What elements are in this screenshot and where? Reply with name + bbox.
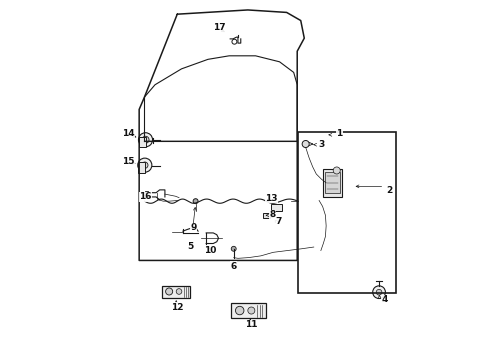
Circle shape bbox=[232, 39, 237, 44]
Text: 4: 4 bbox=[381, 296, 388, 305]
Bar bbox=[271, 204, 282, 211]
Bar bbox=[263, 213, 270, 218]
Text: 14: 14 bbox=[122, 129, 134, 138]
Text: 1: 1 bbox=[337, 129, 343, 138]
Bar bbox=[145, 190, 148, 198]
Circle shape bbox=[139, 133, 152, 147]
Text: 11: 11 bbox=[245, 320, 258, 329]
Text: 8: 8 bbox=[270, 210, 276, 219]
Text: 10: 10 bbox=[203, 246, 216, 255]
Text: 17: 17 bbox=[213, 23, 226, 32]
Bar bbox=[139, 162, 145, 173]
Circle shape bbox=[231, 246, 236, 251]
Circle shape bbox=[248, 307, 255, 314]
Circle shape bbox=[142, 136, 149, 143]
Circle shape bbox=[302, 140, 309, 148]
Text: 15: 15 bbox=[122, 157, 134, 166]
Circle shape bbox=[193, 199, 198, 204]
Text: 7: 7 bbox=[275, 217, 282, 226]
Circle shape bbox=[176, 289, 182, 294]
Circle shape bbox=[270, 213, 274, 217]
Bar bbox=[325, 172, 340, 193]
Text: 9: 9 bbox=[191, 223, 197, 232]
Bar bbox=[322, 169, 342, 197]
Circle shape bbox=[142, 162, 148, 168]
Text: 3: 3 bbox=[319, 140, 325, 149]
Text: 16: 16 bbox=[139, 193, 152, 202]
Text: 13: 13 bbox=[265, 194, 278, 203]
Bar bbox=[139, 137, 146, 147]
Bar bbox=[162, 286, 190, 298]
Circle shape bbox=[236, 306, 244, 315]
Bar bbox=[298, 132, 396, 293]
Circle shape bbox=[333, 167, 340, 174]
Text: 2: 2 bbox=[387, 186, 393, 195]
Bar bbox=[231, 303, 266, 318]
Circle shape bbox=[138, 158, 152, 172]
Circle shape bbox=[376, 289, 382, 295]
Text: 12: 12 bbox=[171, 302, 184, 311]
Text: 6: 6 bbox=[231, 262, 237, 271]
Circle shape bbox=[373, 286, 386, 298]
Text: 5: 5 bbox=[187, 242, 194, 251]
Circle shape bbox=[166, 288, 172, 295]
